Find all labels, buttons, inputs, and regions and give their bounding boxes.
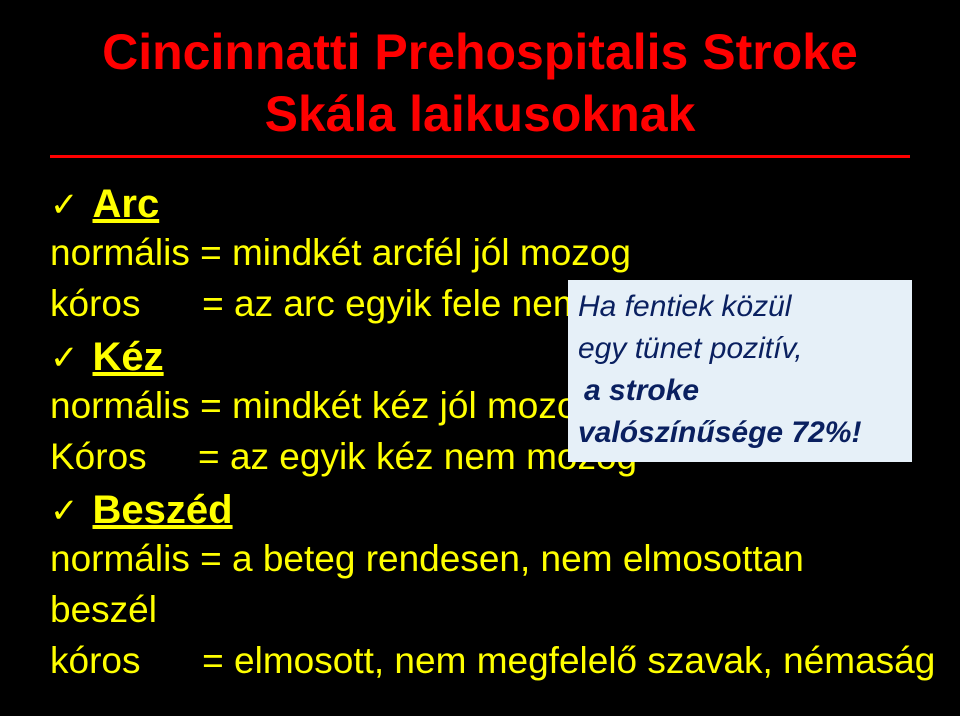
check-icon: ✓ [50, 341, 79, 375]
callout-line1: Ha fentiek közül [578, 286, 902, 328]
beszed-koros: kóros = elmosott, nem megfelelő szavak, … [50, 635, 910, 686]
section-arc-header: ✓ Arc [50, 182, 910, 227]
slide-title-line2: Skála laikusoknak [50, 86, 910, 144]
callout-line2: egy tünet pozitív, [578, 328, 902, 370]
slide: Cincinnatti Prehospitalis Stroke Skála l… [0, 0, 960, 716]
beszed-normal: normális = a beteg rendesen, nem elmosot… [50, 533, 910, 635]
callout-line3b: valószínűsége 72%! [578, 412, 902, 454]
check-icon: ✓ [50, 188, 79, 222]
arc-normal: normális = mindkét arcfél jól mozog [50, 227, 910, 278]
callout-line3a: a stroke [578, 370, 902, 412]
section-kez-label: Kéz [93, 335, 164, 380]
callout-box: Ha fentiek közül egy tünet pozitív, a st… [568, 280, 912, 462]
title-underline [50, 155, 910, 158]
check-icon: ✓ [50, 494, 79, 528]
section-beszed-header: ✓ Beszéd [50, 488, 910, 533]
section-beszed-label: Beszéd [93, 488, 233, 533]
slide-title-line1: Cincinnatti Prehospitalis Stroke [50, 24, 910, 82]
section-arc-label: Arc [93, 182, 160, 227]
